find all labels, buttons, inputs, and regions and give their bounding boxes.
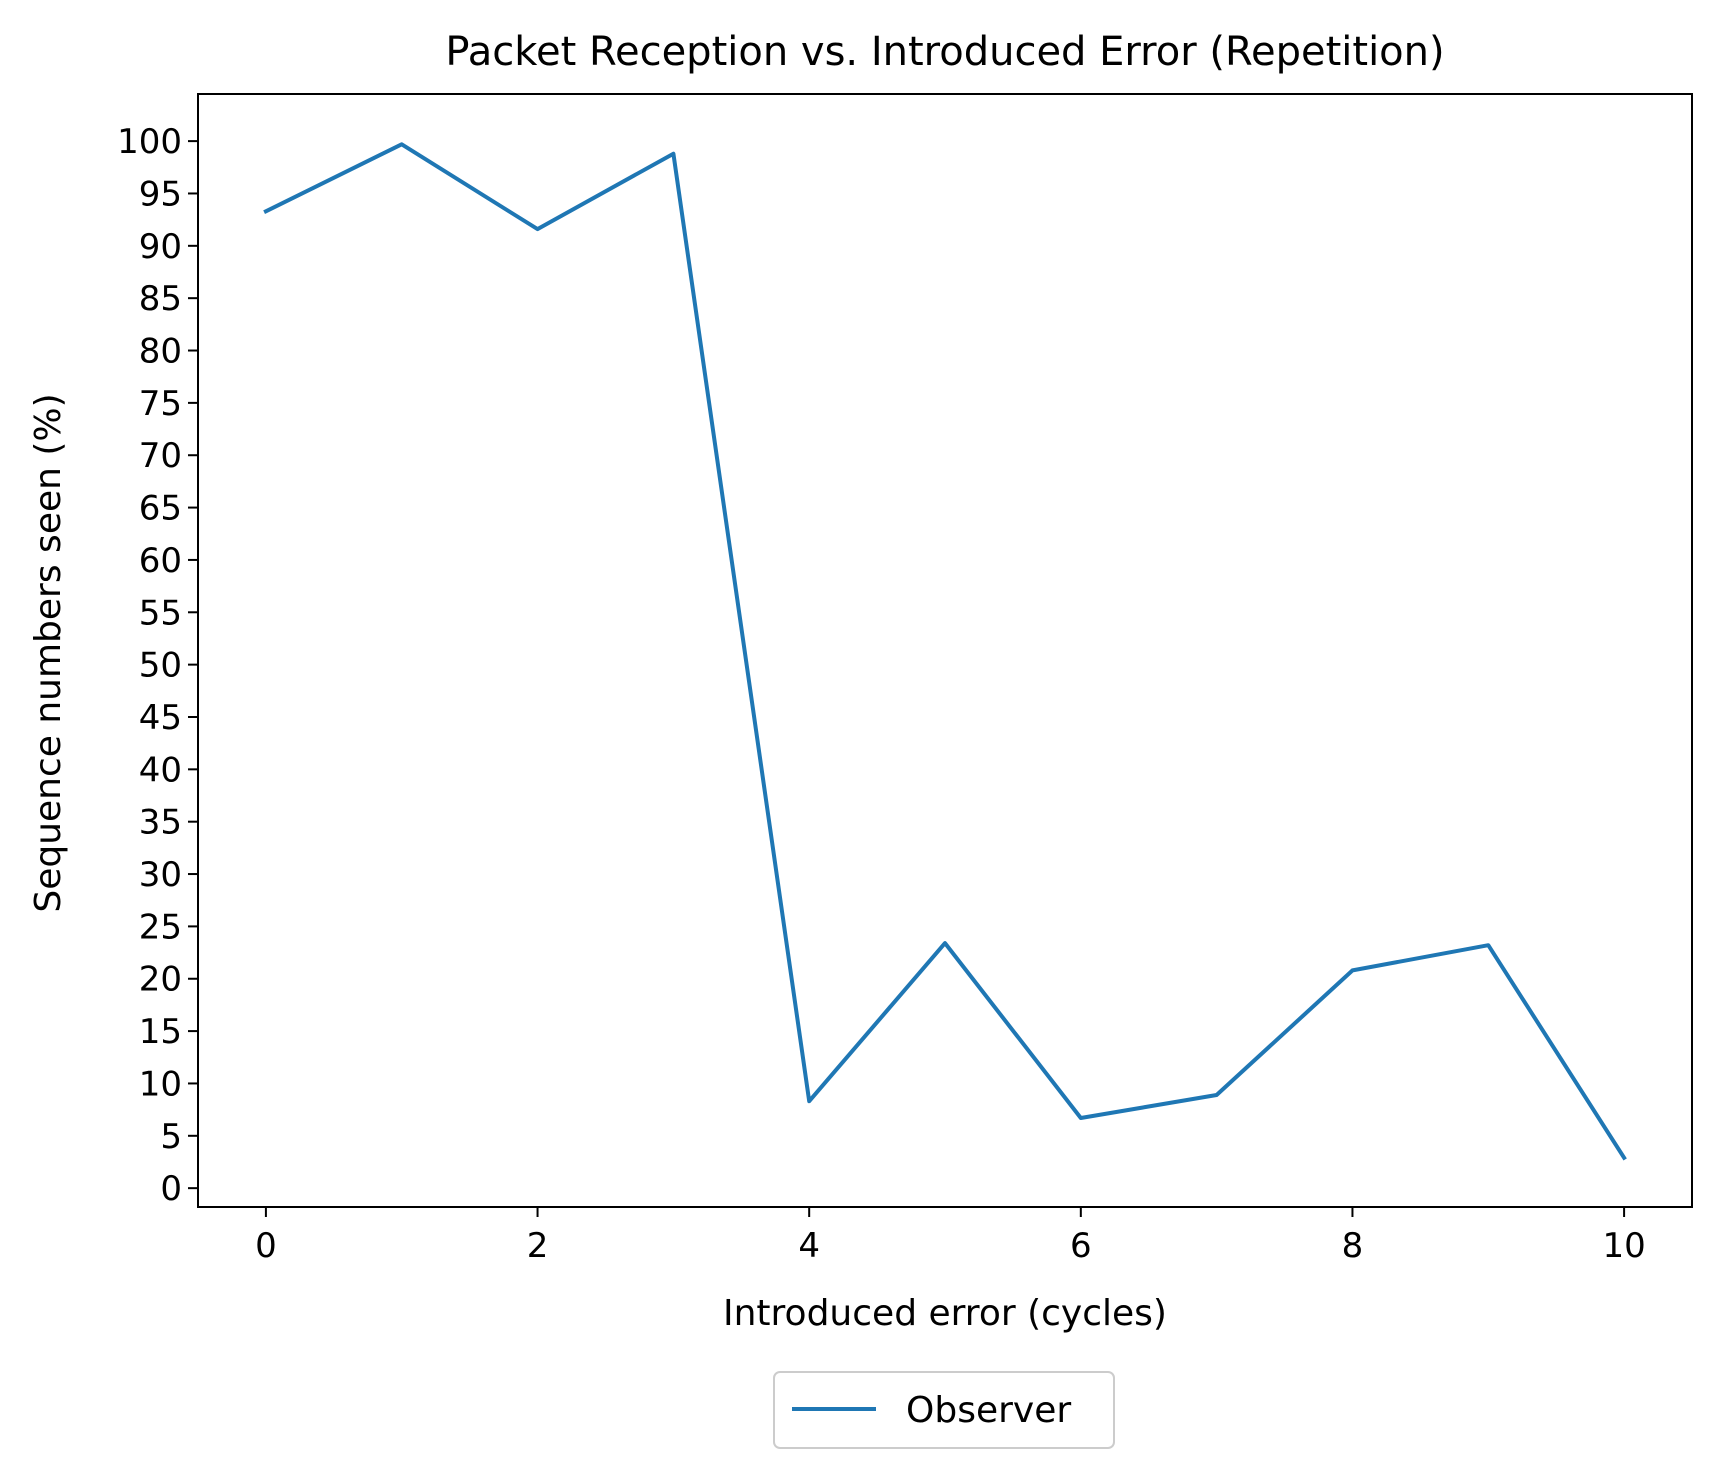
legend-frame bbox=[773, 1371, 1115, 1449]
y-tick-label: 20 bbox=[139, 960, 182, 1000]
axes-frame bbox=[197, 93, 1693, 1208]
y-tick-label: 45 bbox=[139, 698, 182, 738]
y-tick-label: 60 bbox=[139, 541, 182, 581]
y-tick-label: 70 bbox=[139, 436, 182, 476]
y-tick-label: 85 bbox=[139, 279, 182, 319]
x-tick-label: 2 bbox=[527, 1226, 549, 1266]
y-tick-label: 100 bbox=[117, 122, 182, 162]
x-tick-label: 0 bbox=[255, 1226, 277, 1266]
y-tick-label: 65 bbox=[139, 489, 182, 529]
chart-title: Packet Reception vs. Introduced Error (R… bbox=[445, 29, 1444, 75]
y-tick-label: 30 bbox=[139, 855, 182, 895]
y-tick-label: 75 bbox=[139, 384, 182, 424]
y-tick-label: 10 bbox=[139, 1064, 182, 1104]
y-tick-label: 40 bbox=[139, 750, 182, 790]
x-tick-label: 10 bbox=[1602, 1226, 1645, 1266]
x-axis-title: Introduced error (cycles) bbox=[723, 1293, 1167, 1334]
y-axis-title: Sequence numbers seen (%) bbox=[28, 393, 69, 912]
x-tick-label: 4 bbox=[798, 1226, 820, 1266]
legend-label-observer: Observer bbox=[906, 1390, 1071, 1431]
y-tick-label: 25 bbox=[139, 907, 182, 947]
legend: Observer bbox=[773, 1371, 1115, 1449]
y-tick-label: 35 bbox=[139, 803, 182, 843]
plot-area: 0 2 4 6 8 10051015202530354045505560657075808… bbox=[117, 93, 1693, 1266]
series-line-observer bbox=[263, 142, 1627, 1161]
x-tick-label: 8 bbox=[1342, 1226, 1364, 1266]
y-tick-label: 50 bbox=[139, 646, 182, 686]
y-tick-label: 5 bbox=[160, 1117, 182, 1157]
y-tick-label: 0 bbox=[160, 1169, 182, 1209]
y-tick-label: 95 bbox=[139, 174, 182, 214]
y-tick-label: 15 bbox=[139, 1012, 182, 1052]
x-tick-label: 6 bbox=[1070, 1226, 1092, 1266]
y-tick-label: 55 bbox=[139, 593, 182, 633]
y-tick-label: 80 bbox=[139, 332, 182, 372]
y-tick-label: 90 bbox=[139, 227, 182, 267]
